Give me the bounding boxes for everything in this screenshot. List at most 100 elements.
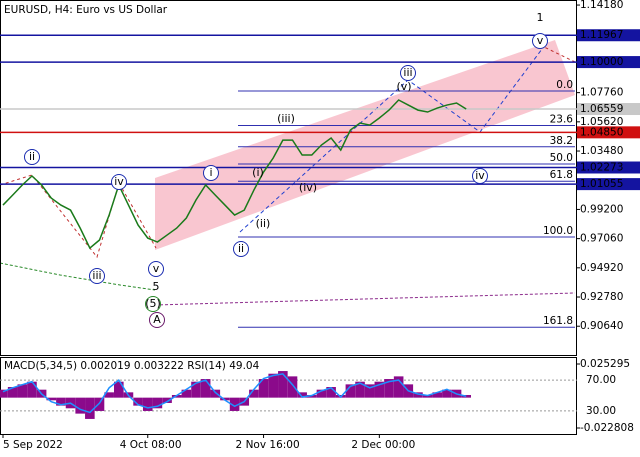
fib-label: 0.0 <box>556 79 573 91</box>
y2-tick-label: 30.00 <box>586 405 616 417</box>
macd-bar <box>114 381 124 398</box>
macd-bar <box>413 392 423 398</box>
macd-bar <box>316 389 327 398</box>
level-label: 1.02273 <box>580 161 623 173</box>
macd-bar <box>220 397 230 401</box>
macd-bar <box>422 394 433 398</box>
x-tick-label: 2 Nov 16:00 <box>236 439 300 451</box>
wave-circle <box>148 261 164 277</box>
wave-label: 1 <box>537 11 544 24</box>
macd-bar <box>152 397 163 409</box>
wave-label: v <box>153 262 160 275</box>
macd-bar <box>432 392 443 398</box>
y-tick-label: 1.05620 <box>580 116 623 128</box>
wave-line <box>539 44 576 63</box>
main-panel <box>0 0 577 356</box>
wave-label: (iii) <box>277 112 295 125</box>
level-label: 1.11967 <box>580 29 623 41</box>
wave-label: iv <box>114 175 124 188</box>
y-tick-label: 0.97060 <box>580 233 623 245</box>
macd-bar <box>249 389 259 398</box>
macd-bar <box>181 389 192 398</box>
y-tick-label: 1.14180 <box>580 0 623 11</box>
wave-label: A <box>153 313 161 326</box>
fib-label: 23.6 <box>550 113 574 125</box>
macd-bar <box>384 379 394 398</box>
x-tick-label: 4 Oct 08:00 <box>120 439 182 451</box>
level-label: 1.04850 <box>580 126 623 138</box>
macd-bar <box>287 376 298 398</box>
fib-label: 50.0 <box>550 152 573 164</box>
x-tick-label: 2 Dec 00:00 <box>351 439 415 451</box>
y-tick-label: 0.99200 <box>580 203 623 215</box>
macd-bar <box>133 397 143 406</box>
macd-bar <box>268 373 278 398</box>
macd-bar <box>7 387 18 398</box>
macd-bar <box>326 387 336 398</box>
macd-bar <box>297 392 307 398</box>
wave-line <box>154 292 576 306</box>
macd-bar <box>142 397 153 411</box>
y-tick-label: 1.07760 <box>580 87 623 99</box>
wave-label: (iv) <box>299 181 317 194</box>
macd-bar <box>27 381 37 398</box>
macd-bar <box>345 384 356 398</box>
rsi-line <box>2 373 467 414</box>
wave-label: v <box>537 34 544 47</box>
y-tick-label: 0.92780 <box>580 291 623 303</box>
macd-bar <box>374 381 385 398</box>
fib-label: 161.8 <box>543 315 573 327</box>
wave-label: ii <box>238 242 244 255</box>
wave-line <box>0 262 156 291</box>
macd-bar <box>75 397 85 414</box>
chart-title: EURUSD, H4: Euro vs US Dollar <box>4 4 168 16</box>
indicator-title: MACD(5,34,5) 0.002019 0.003222 RSI(14) 4… <box>4 360 260 372</box>
wave-circle <box>203 165 219 181</box>
wave-circle <box>400 65 416 81</box>
x-tick-label: 5 Sep 2022 <box>3 439 63 451</box>
level-tag <box>577 29 640 42</box>
macd-bar <box>94 397 105 411</box>
level-label: 1.06559 <box>580 103 623 115</box>
level-tag <box>577 126 640 139</box>
wave-circle <box>149 312 165 328</box>
wave-label: (5) <box>145 297 161 310</box>
wave-line <box>0 174 157 259</box>
macd-bar <box>442 389 452 398</box>
wave-circle <box>233 241 249 257</box>
wave-circle <box>24 149 40 165</box>
macd-bar <box>162 397 172 403</box>
y-tick-label: -0.022808 <box>580 422 634 434</box>
level-label: 1.01055 <box>580 178 623 190</box>
wave-label: iii <box>403 66 412 79</box>
wave-circle <box>472 168 488 184</box>
macd-bar <box>17 384 28 398</box>
level-label: 1.10000 <box>580 56 623 68</box>
level-tag <box>577 56 640 69</box>
fib-label: 61.8 <box>550 169 573 181</box>
wave-circle <box>145 296 161 312</box>
macd-bar <box>364 384 375 398</box>
y-tick-label: 0.94920 <box>580 262 623 274</box>
macd-bar <box>278 371 288 398</box>
y-tick-label: 1.03480 <box>580 145 623 157</box>
macd-bar <box>56 397 66 406</box>
wave-label: 5 <box>153 280 160 293</box>
macd-bar <box>355 381 365 398</box>
fib-label: 100.0 <box>543 225 573 237</box>
wave-label: iii <box>92 269 101 282</box>
macd-bar <box>85 397 95 419</box>
wave-circle <box>532 33 548 49</box>
wave-label: ii <box>29 150 35 163</box>
macd-bar <box>191 381 201 398</box>
macd-bar <box>200 379 211 398</box>
macd-bar <box>393 376 404 398</box>
wave-label: (i) <box>252 166 264 179</box>
macd-bar <box>0 389 8 398</box>
price-line <box>2 99 467 250</box>
level-tag <box>577 161 640 174</box>
channel <box>155 40 575 250</box>
level-tag <box>577 178 640 191</box>
macd-bar <box>258 379 269 398</box>
